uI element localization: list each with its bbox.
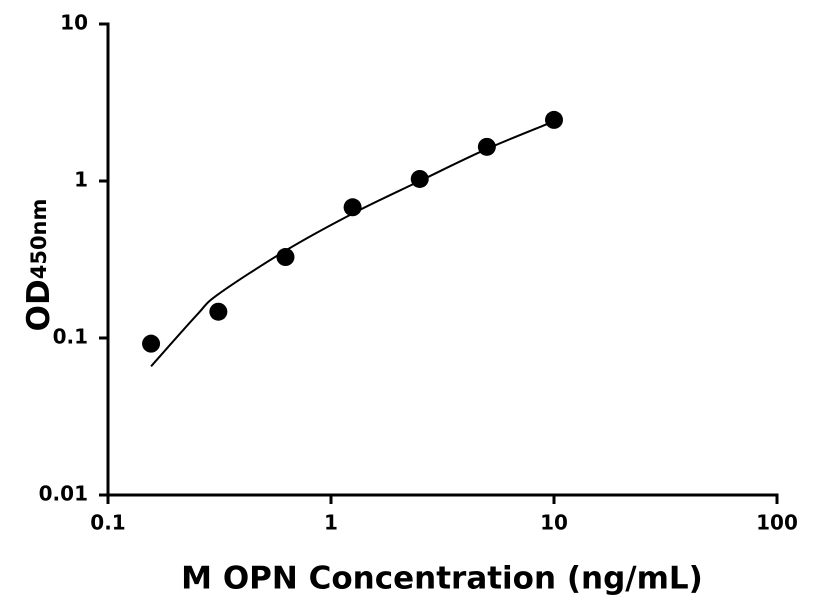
fit-curve [150, 120, 555, 367]
data-point [142, 334, 161, 353]
data-point [545, 110, 563, 129]
y-axis-title-subscript: 450nm [27, 199, 51, 280]
y-tick-label: 10 [60, 11, 88, 35]
y-axis-title: OD450nm [21, 199, 57, 332]
y-tick-label: 1 [74, 168, 88, 192]
y-axis-title-main: OD [21, 279, 57, 331]
data-point [209, 302, 228, 321]
x-tick-label: 1 [324, 511, 338, 535]
x-tick-label: 10 [540, 511, 568, 535]
x-axis-title: M OPN Concentration (ng/mL) [181, 561, 703, 597]
y-tick-label: 0.1 [53, 325, 88, 349]
y-tick-label: 0.01 [39, 482, 88, 506]
x-tick-label: 0.1 [90, 511, 125, 535]
x-tick-label: 100 [756, 511, 798, 535]
